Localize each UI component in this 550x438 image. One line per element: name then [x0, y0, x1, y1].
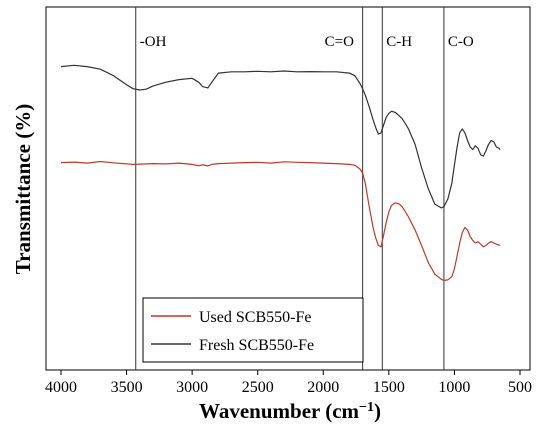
legend: Used SCB550-Fe Fresh SCB550-Fe	[142, 297, 364, 363]
plot-frame	[45, 6, 531, 371]
x-tick-label-6: 1000	[438, 379, 470, 396]
annotation-label-2: C-H	[386, 34, 412, 50]
x-tick-label-3: 2500	[242, 379, 274, 396]
annotation-labels: -OH C=O C-H C-O	[140, 34, 474, 50]
x-axis-label: Wavenumber (cm−1)	[199, 399, 381, 423]
x-axis: 4000 3500 3000 2500 2000 1500 1000 500	[45, 370, 532, 396]
series-layer	[60, 64, 501, 282]
x-tick-label-5: 1500	[373, 379, 405, 396]
legend-label-0: Used SCB550-Fe	[199, 309, 311, 326]
annotation-label-3: C-O	[448, 34, 474, 50]
annotation-label-0: -OH	[140, 34, 167, 50]
x-axis-label-main: Wavenumber (cm	[199, 399, 360, 423]
series-line-1	[60, 64, 501, 209]
series-line-0	[60, 160, 501, 282]
x-tick-label-4: 2000	[307, 379, 339, 396]
x-tick-label-0: 4000	[45, 379, 77, 396]
legend-label-1: Fresh SCB550-Fe	[199, 337, 314, 354]
x-axis-label-close: )	[374, 399, 381, 423]
annotation-label-1: C=O	[325, 34, 354, 50]
x-tick-label-7: 500	[508, 379, 532, 396]
x-tick-label-2: 3000	[176, 379, 208, 396]
y-axis-label: Transmittance (%)	[11, 104, 35, 275]
x-axis-label-sup: −1	[359, 400, 374, 415]
legend-box	[142, 297, 364, 363]
x-tick-label-1: 3500	[111, 379, 143, 396]
